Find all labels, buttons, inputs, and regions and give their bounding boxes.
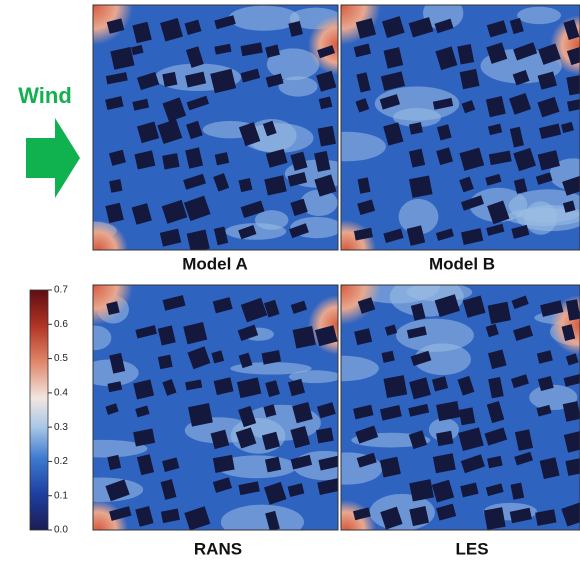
colorbar-tick-label: 0.0 (54, 525, 68, 536)
flow-light (396, 319, 474, 352)
colorbar-tick-label: 0.5 (54, 353, 68, 364)
colorbar (30, 290, 48, 530)
building (460, 69, 480, 89)
building (316, 427, 334, 443)
building (265, 457, 281, 473)
building (109, 179, 122, 193)
flow-light (221, 505, 304, 540)
panel (301, 0, 580, 280)
building (380, 457, 401, 478)
flow-light (61, 478, 143, 502)
panel-label: Model A (182, 254, 247, 273)
colorbar-tick-label: 0.4 (54, 387, 68, 398)
flow-light (225, 223, 286, 240)
panel-label: Model B (429, 254, 495, 273)
wind-arrow (26, 118, 80, 198)
figure: Wind Model A Model B RANS LES 0.0 0.1 0.2 0.3 0… (0, 0, 580, 561)
panel (301, 245, 580, 560)
panels: Model A Model B RANS LES (53, 0, 580, 560)
building (293, 326, 316, 349)
building (162, 72, 177, 87)
building (484, 507, 506, 530)
colorbar-tick-label: 0.1 (54, 490, 68, 501)
flow-light (517, 7, 561, 24)
wind-label: Wind (18, 83, 72, 108)
building (459, 407, 475, 425)
colorbar-tick-label: 0.7 (54, 285, 68, 296)
building (158, 355, 173, 370)
building (384, 375, 408, 398)
flow-light (59, 440, 148, 458)
building (436, 431, 453, 446)
panel-label: LES (455, 539, 488, 558)
flow-light (80, 359, 138, 386)
building (318, 126, 336, 147)
colorbar-tick-label: 0.6 (54, 319, 68, 330)
building (488, 302, 511, 324)
building (188, 403, 213, 427)
flow-light (79, 326, 111, 350)
colorbar-tick-label: 0.3 (54, 422, 68, 433)
colorbar-tick-label: 0.2 (54, 456, 68, 467)
panel (53, 0, 368, 280)
flow-light (229, 6, 300, 31)
panel (53, 245, 368, 560)
flow-light (406, 283, 472, 302)
flow-light (279, 76, 318, 96)
building (409, 175, 433, 197)
building (162, 153, 180, 169)
panel-label: RANS (194, 539, 242, 558)
